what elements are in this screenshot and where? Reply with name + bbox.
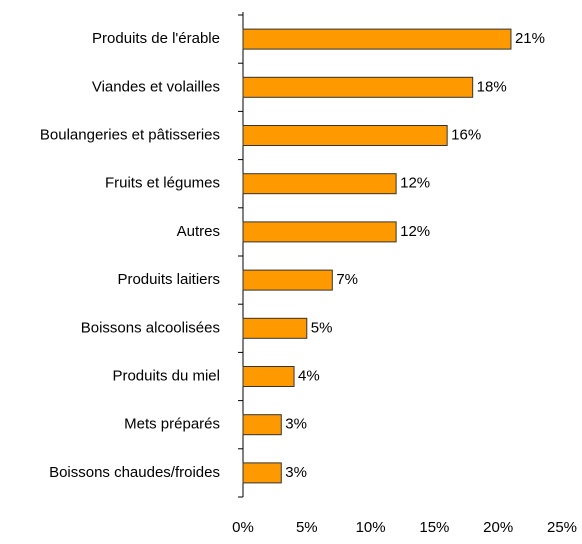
bar — [242, 221, 397, 243]
data-label: 12% — [400, 175, 430, 192]
bar — [242, 462, 282, 484]
data-label: 4% — [298, 367, 320, 384]
y-tick-label: Boulangeries et pâtisseries — [40, 126, 220, 143]
bar — [242, 366, 295, 387]
data-label: 5% — [311, 319, 333, 336]
x-tick-label: 0% — [232, 519, 254, 536]
y-tick-label: Produits de l'érable — [92, 30, 220, 47]
data-label: 3% — [285, 464, 307, 481]
x-tick-label: 20% — [483, 519, 513, 536]
y-tick-label: Produits du miel — [112, 367, 220, 384]
bar — [242, 317, 308, 339]
bar — [242, 173, 397, 195]
y-tick-label: Fruits et légumes — [105, 175, 220, 192]
data-label: 18% — [477, 78, 507, 95]
x-tick-label: 15% — [419, 519, 449, 536]
y-tick-label: Viandes et volailles — [92, 78, 220, 95]
y-tick-label: Mets préparés — [124, 416, 220, 433]
x-tick-label: 5% — [296, 519, 318, 536]
data-label: 7% — [336, 271, 358, 288]
y-tick-label: Produits laitiers — [117, 271, 220, 288]
bar — [242, 414, 282, 436]
bar — [242, 269, 333, 291]
bar — [242, 28, 512, 50]
data-label: 21% — [515, 30, 545, 47]
data-label: 12% — [400, 223, 430, 240]
x-tick-label: 25% — [547, 519, 577, 536]
x-tick-label: 10% — [356, 519, 386, 536]
data-label: 3% — [285, 416, 307, 433]
bar — [242, 125, 448, 146]
bar — [242, 76, 474, 98]
y-tick-label: Autres — [177, 223, 220, 240]
y-tick-label: Boissons chaudes/froides — [49, 464, 220, 481]
data-label: 16% — [451, 126, 481, 143]
y-tick-label: Boissons alcoolisées — [81, 319, 220, 336]
